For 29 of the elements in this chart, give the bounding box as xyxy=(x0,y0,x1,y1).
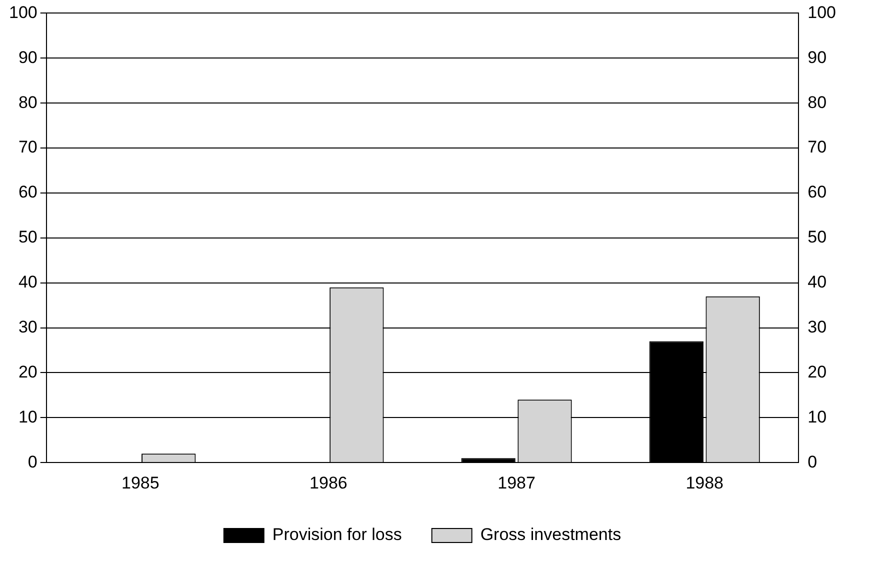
x-tick-label: 1987 xyxy=(498,473,536,492)
y-tick-label: 50 xyxy=(18,228,38,247)
y-tick-label: 0 xyxy=(28,452,38,472)
y2-tick-label: 100 xyxy=(808,2,836,22)
y2-tick-label: 80 xyxy=(808,92,827,112)
y-tick-label: 100 xyxy=(8,2,38,22)
bar xyxy=(461,458,516,462)
y2-tick-label: 50 xyxy=(808,228,827,247)
y-tick-label: 70 xyxy=(18,138,38,157)
y2-tick-label: 10 xyxy=(808,407,827,426)
y2-tick-label: 30 xyxy=(808,317,827,336)
y-tick-label: 10 xyxy=(18,407,38,426)
legend-label: Provision for loss xyxy=(272,525,402,544)
y-tick-label: 40 xyxy=(18,272,38,292)
x-tick-label: 1986 xyxy=(310,473,348,492)
legend-label: Gross investments xyxy=(480,525,622,544)
y-tick-label: 60 xyxy=(18,182,38,202)
y2-tick-label: 60 xyxy=(808,182,827,202)
y-tick-label: 20 xyxy=(18,362,38,382)
y2-tick-label: 90 xyxy=(808,48,827,67)
y2-tick-label: 70 xyxy=(808,138,827,157)
x-tick-label: 1988 xyxy=(686,473,724,492)
y2-tick-label: 20 xyxy=(808,362,827,382)
x-tick-label: 1985 xyxy=(121,473,160,492)
y-tick-label: 80 xyxy=(18,92,38,112)
y-tick-label: 30 xyxy=(18,317,38,336)
y-tick-label: 90 xyxy=(18,48,38,67)
y2-tick-label: 0 xyxy=(808,452,818,472)
y2-tick-label: 40 xyxy=(808,272,827,292)
